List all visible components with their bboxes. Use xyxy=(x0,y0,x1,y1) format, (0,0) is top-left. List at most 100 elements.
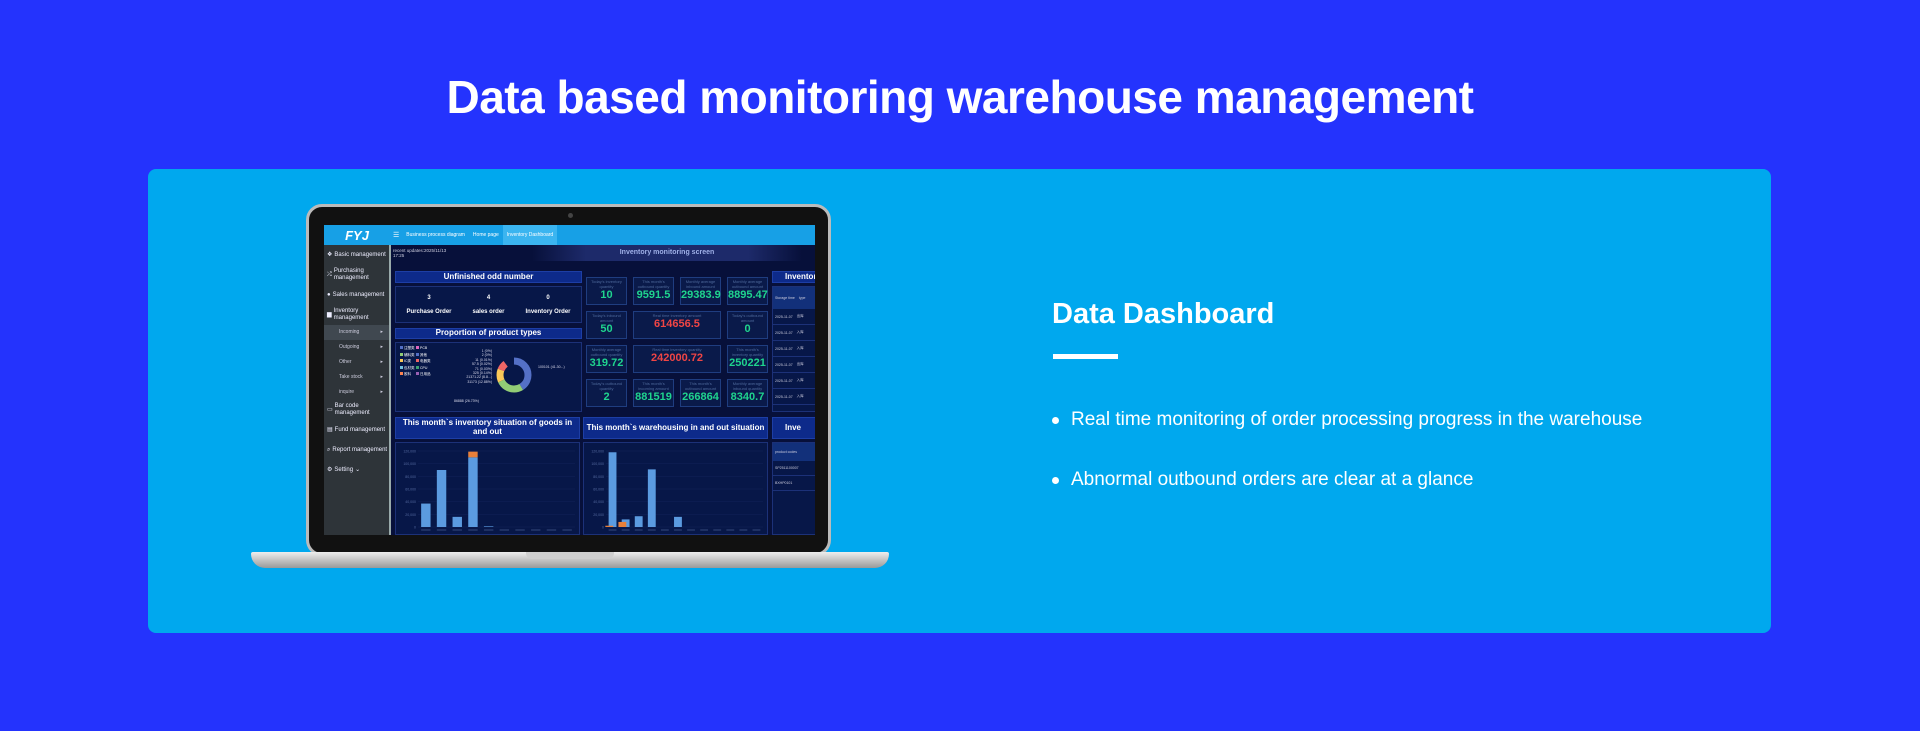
sidebar-item-setting[interactable]: ⚙ Setting ⌄ xyxy=(327,466,361,473)
donut-label: 57.5 (0.02%) xyxy=(471,362,492,367)
kpi-card[interactable]: Real time inventory amount 614656.5 xyxy=(633,311,721,339)
kpi-card[interactable]: Monthly average inbound quantity 8340.7 xyxy=(727,379,768,407)
cubes-icon: ❖ xyxy=(327,251,333,258)
table-row[interactable]: SP2511100007 xyxy=(773,461,815,476)
proportion-panel: 注塑类 PCB 辅料类 其他 IC类 电器类 包材类 CPU 胶料 日用品 1 (0%) 2 (0%… xyxy=(395,342,582,412)
table-row[interactable]: 2025-11-07 入库 xyxy=(773,373,815,389)
table-row[interactable]: BXHP0101 xyxy=(773,476,815,491)
chevron-right-icon: ▸ xyxy=(380,359,383,365)
donut-labels: 1 (0%) 2 (0%) 11 (0.01%) 57.5 (0.02%) 71 (0.… xyxy=(442,349,492,384)
kpi-card[interactable]: Today's inventory quantity 10 xyxy=(586,277,627,305)
table-row[interactable]: 2025-11-07 出库 xyxy=(773,309,815,325)
kpi-label: This month's inventory quantity xyxy=(731,347,764,357)
kpi-card[interactable]: Today's inbound amount 50 xyxy=(586,311,627,339)
chart-left: 0 20,000 40,000 60,000 80,000 100,000 120,000 xyxy=(395,442,580,535)
globe-icon: ● xyxy=(327,291,331,298)
sidebar-item-basic[interactable]: ❖ Basic management xyxy=(327,251,386,258)
sidebar-sub-incoming[interactable]: Incoming ▸ xyxy=(324,325,389,340)
top-bar: FYJ ☰ Business process diagram Home page… xyxy=(324,225,815,245)
y-tick-label: 100,000 xyxy=(403,462,416,466)
y-tick-label: 20,000 xyxy=(593,513,604,517)
chart-left-header: This month`s inventory situation of good… xyxy=(395,417,580,439)
inventory-order-count[interactable]: 0 Inventory Order xyxy=(525,294,571,315)
kpi-card[interactable]: Today's outbound amount 0 xyxy=(727,311,768,339)
legend-item[interactable]: PCB xyxy=(416,346,432,351)
bar xyxy=(483,526,494,527)
y-tick-label: 60,000 xyxy=(405,488,416,492)
bar xyxy=(674,516,682,527)
kpi-card[interactable]: This month's inventory quantity 250221 xyxy=(727,345,768,373)
donut-slice xyxy=(496,357,532,393)
kpi-card[interactable]: Today's outbound quantity 2 xyxy=(586,379,627,407)
sidebar-sub-inquire[interactable]: inquire ▸ xyxy=(324,385,389,400)
screen-title: Inventory monitoring screen xyxy=(532,245,802,261)
sidebar-sub-outgoing[interactable]: Outgoing ▸ xyxy=(324,340,389,355)
y-tick-label: 20,000 xyxy=(405,513,416,517)
kpi-card[interactable]: This month's outbound quantity 9591.5 xyxy=(633,277,674,305)
laptop-notch xyxy=(526,552,614,559)
sidebar-item-report[interactable]: ⌕ Report management xyxy=(327,446,388,453)
table-row[interactable]: 2025-11-07 入库 xyxy=(773,389,815,405)
kpi-label: Today's outbound amount xyxy=(731,313,764,323)
feature-bullet: Abnormal outbound orders are clear at a … xyxy=(1052,469,1473,491)
legend-item[interactable]: 辅料类 xyxy=(400,352,416,358)
legend-item[interactable]: IC类 xyxy=(400,359,416,364)
kpi-card[interactable]: Monthly average outbound amount 8895.47 xyxy=(727,277,768,305)
donut-label: 11 (0.01%) xyxy=(475,357,492,362)
kpi-card[interactable]: Monthly average inbound amount 29383.9 xyxy=(680,277,721,305)
donut-label-largest: 100101 (41.30...) xyxy=(538,365,565,369)
purchase-order-count[interactable]: 3 Purchase Order xyxy=(406,294,452,315)
last-updated: recent updates:2025/11/13 17:25 xyxy=(393,248,447,258)
sidebar-sub-other[interactable]: Other ▸ xyxy=(324,355,389,370)
shuffle-icon: ⤮ xyxy=(327,271,332,278)
legend-item[interactable]: 日用品 xyxy=(416,372,432,377)
kpi-card[interactable]: This month's outbound amount 266864 xyxy=(680,379,721,407)
kpi-value: 319.72 xyxy=(589,357,624,369)
sidebar-item-inventory[interactable]: ▆ Inventory management xyxy=(327,308,369,321)
sales-order-count[interactable]: 4 sales order xyxy=(472,294,505,315)
gear-icon: ⚙ xyxy=(327,466,333,473)
tab-home[interactable]: Home page xyxy=(472,232,499,238)
legend-item[interactable]: 包材类 xyxy=(400,365,416,371)
sidebar: ❖ Basic management ⤮ Purchasing management… xyxy=(324,245,391,535)
kpi-card[interactable]: This month's incoming amount 881519 xyxy=(633,379,674,407)
feature-bullet: Real time monitoring of order processing… xyxy=(1052,409,1642,431)
donut-label: 31173 (12.88%) xyxy=(467,379,492,384)
table-row[interactable]: 2025-11-07 出库 xyxy=(773,357,815,373)
chevron-right-icon: ▸ xyxy=(380,374,383,380)
card-icon: ▭ xyxy=(327,406,333,413)
sidebar-item-barcode[interactable]: ▭ Bar code management xyxy=(327,403,370,416)
chevron-right-icon: ▸ xyxy=(380,344,383,350)
table-row[interactable]: 2025-11-07 入库 xyxy=(773,341,815,357)
kpi-value: 50 xyxy=(600,323,613,335)
truck-icon: ▆ xyxy=(327,311,332,318)
chevron-right-icon: ▸ xyxy=(380,329,383,335)
feature-heading: Data Dashboard xyxy=(1052,298,1275,330)
y-tick-label: 120,000 xyxy=(403,450,416,454)
sidebar-item-fund[interactable]: ▤ Fund management xyxy=(327,426,386,433)
kpi-value: 0 xyxy=(744,323,751,335)
kpi-value: 8340.7 xyxy=(730,391,765,403)
sidebar-sub-take-stock[interactable]: Take stock ▸ xyxy=(324,370,389,385)
legend-item[interactable]: CPU xyxy=(416,365,432,371)
legend-item[interactable]: 注塑类 xyxy=(400,346,416,351)
legend-item[interactable]: 其他 xyxy=(416,352,432,358)
legend-item[interactable]: 胶料 xyxy=(400,372,416,377)
table-row[interactable]: 2025-11-07 入库 xyxy=(773,325,815,341)
bar xyxy=(618,521,627,527)
kpi-card[interactable]: Real time inventory quantity 242000.72 xyxy=(633,345,721,373)
bar xyxy=(608,452,617,527)
logo: FYJ xyxy=(345,227,369,243)
kpi-card[interactable]: Monthly average outbound quantity 319.72 xyxy=(586,345,627,373)
sidebar-item-purchasing[interactable]: ⤮ Purchasing management xyxy=(327,268,369,281)
menu-icon[interactable]: ☰ xyxy=(393,232,400,239)
inventory-table: Storage time type 2025-11-07 出库 2025-11-07 入库… xyxy=(772,286,815,412)
bar xyxy=(605,525,614,527)
bar xyxy=(634,516,643,527)
kpi-value: 29383.9 xyxy=(681,289,721,301)
sidebar-item-sales[interactable]: ● Sales management xyxy=(327,291,385,298)
tab-inventory-dashboard[interactable]: Inventory Dashboard xyxy=(502,225,558,245)
legend-item[interactable]: 电器类 xyxy=(416,359,432,364)
donut-label-second: 86888 (26.73%) xyxy=(454,399,479,403)
tab-business-process[interactable]: Business process diagram xyxy=(406,232,465,238)
